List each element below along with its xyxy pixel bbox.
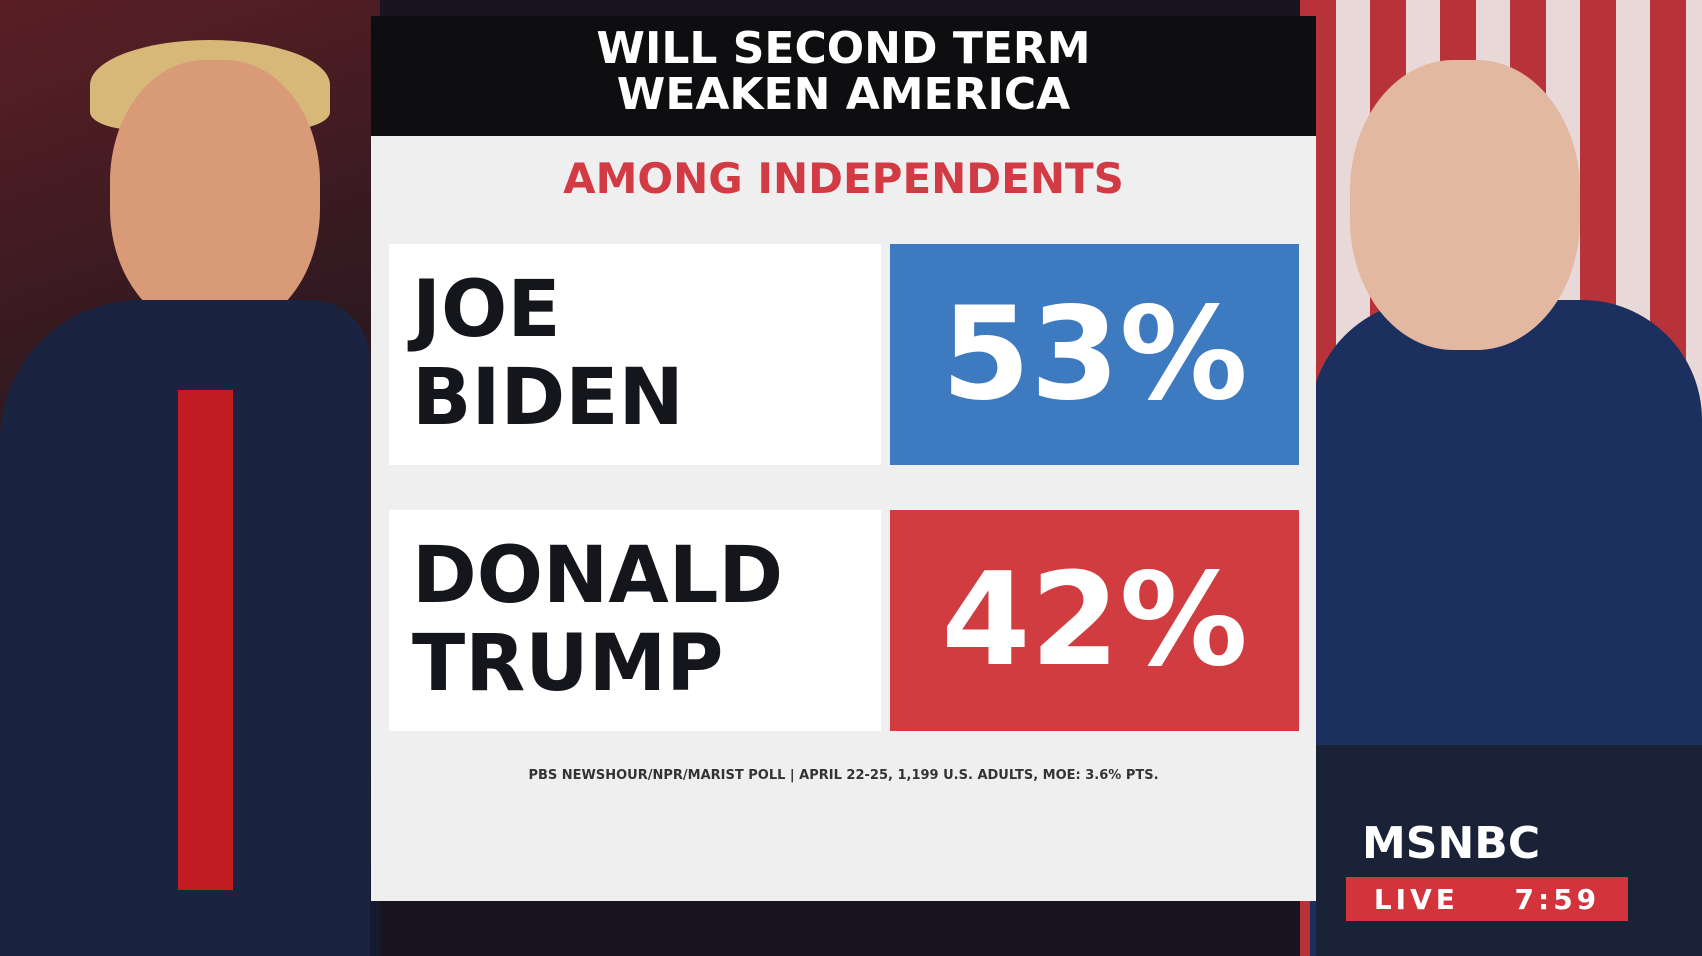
title-bar — [371, 16, 1316, 136]
source-note: PBS NEWSHOUR/NPR/MARIST POLL | APRIL 22-… — [528, 768, 1159, 783]
value-box: 42% — [890, 510, 1299, 731]
title-line: WEAKEN AMERICA — [616, 69, 1071, 120]
subtitle: AMONG INDEPENDENTS — [563, 154, 1124, 203]
candidate-name: DONALD TRUMP — [412, 532, 783, 708]
network-logo: MSNBC — [1362, 818, 1541, 869]
title: WILL SECOND TERM WEAKEN AMERICA — [371, 26, 1316, 118]
name-line: BIDEN — [412, 353, 684, 443]
name-line: JOE — [412, 265, 561, 355]
value-box: 53% — [890, 244, 1299, 465]
figure — [1350, 60, 1580, 350]
name-box — [389, 244, 881, 465]
name-line: DONALD — [412, 531, 784, 621]
live-bar: LIVE 7:59 — [1346, 877, 1628, 921]
live-label: LIVE — [1373, 882, 1459, 916]
name-box — [389, 510, 881, 731]
title-line: WILL SECOND TERM — [596, 23, 1091, 74]
figure — [178, 390, 233, 890]
figure — [110, 60, 320, 330]
candidate-name: JOE BIDEN — [412, 266, 684, 442]
clock: 7:59 — [1514, 882, 1601, 916]
name-line: TRUMP — [412, 619, 724, 709]
